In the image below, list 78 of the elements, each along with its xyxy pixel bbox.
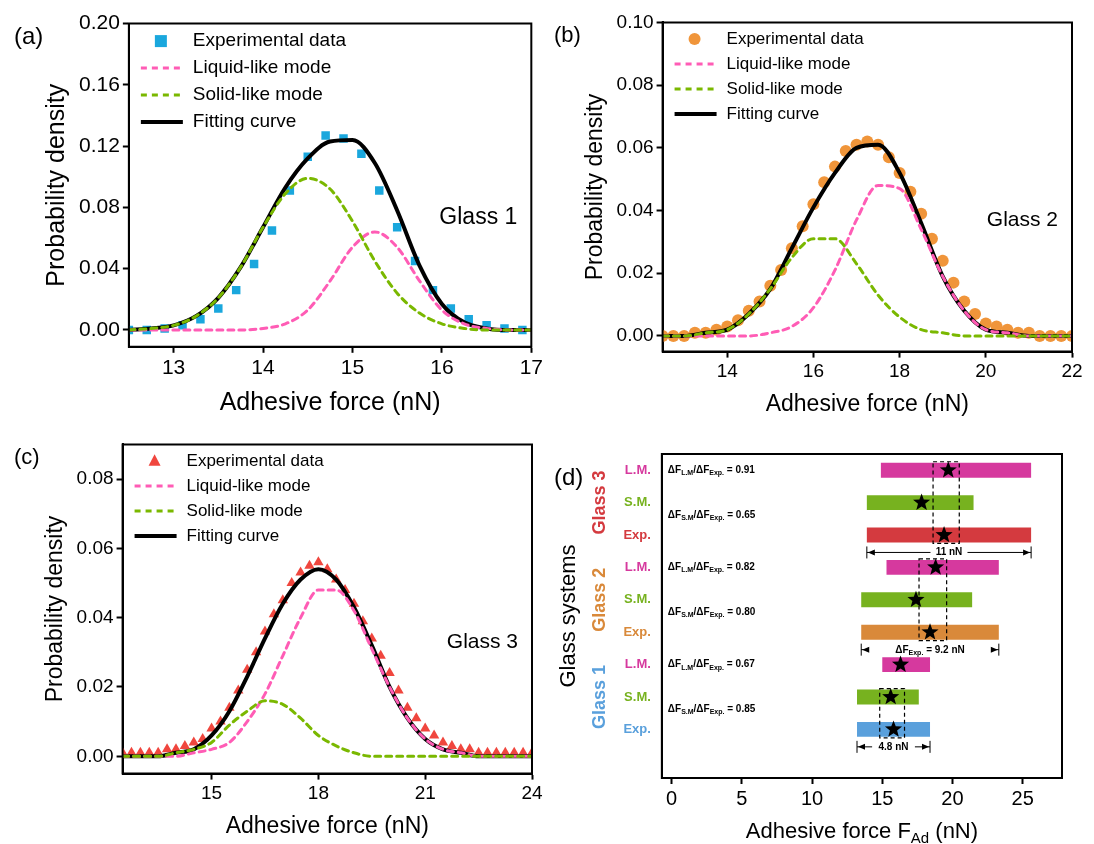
y-tick-label: L.M. [624,558,651,574]
legend-label: Fitting curve [726,103,820,123]
x-tick-label: 0 [666,786,678,809]
y-tick-label: 0.00 [76,744,114,766]
y-axis-title: Probability density [40,83,69,287]
y-tick-label: 0.04 [616,198,655,220]
x-tick-label: 22 [1061,360,1083,382]
y-tick-label: Exp. [623,720,651,736]
legend-label: Liquid-like mode [192,56,332,78]
x-tick-label: 18 [307,782,329,804]
chart-title: (a) [14,22,44,50]
x-tick-label: 24 [521,782,543,804]
chart-title: (c) [14,444,40,470]
x-tick-label: 15 [871,786,894,809]
x-tick-label: 20 [941,786,964,809]
legend-label: Experimental data [726,28,865,48]
x-tick-label: 20 [975,360,997,382]
y-tick-label: S.M. [624,494,651,510]
x-tick-label: 13 [161,355,186,379]
x-tick-label: 5 [736,786,748,809]
y-tick-label: 0.00 [79,316,120,340]
legend-label: Fitting curve [192,110,297,132]
y-axis-title: Probability density [41,515,68,703]
y-tick-label: 0.20 [79,10,120,34]
y-tick-label: 0.04 [79,255,121,279]
legend-label: Solid-like mode [726,78,843,98]
y-tick-label: Exp. [623,623,651,639]
y-tick-label: 0.08 [76,467,114,489]
x-tick-label: 21 [414,782,436,804]
y-tick-label: 0.02 [616,261,654,283]
x-tick-label: 16 [430,355,454,379]
annotation: ΔF$_{Exp.}$ = 9.2 nN [895,643,965,657]
chart-title: (b) [554,22,581,48]
x-tick-label: 17 [519,355,543,379]
x-axis-title: Adhesive force (nN) [225,811,429,838]
legend-label: Experimental data [186,450,325,470]
x-tick-label: 14 [716,360,739,382]
y-axis-title: Probability density [581,93,608,281]
y-tick-label: L.M. [624,461,651,477]
x-axis-title: Adhesive force (nN) [219,386,441,415]
x-axis-title: Adhesive force (nN) [765,389,969,416]
y-tick-label: 0.02 [76,675,114,697]
y-axis-title: Glass systems [555,544,581,688]
legend-label: Fitting curve [186,525,280,545]
x-tick-label: 25 [1011,786,1034,809]
y-tick-label: 0.00 [616,324,654,346]
legend-label: Solid-like mode [186,500,303,520]
text: Glass 1 [588,664,609,730]
annotation: Glass 2 [986,206,1059,230]
y-tick-label: S.M. [624,591,651,607]
y-tick-label: L.M. [624,656,651,672]
y-tick-label: 0.12 [79,132,120,156]
y-tick-label: Exp. [623,526,651,542]
annotation: 11 nN [935,546,963,558]
y-tick-label: 0.06 [76,536,114,558]
y-tick-label: 0.16 [79,71,120,95]
y-tick-label: 0.08 [79,194,120,218]
text: Glass 2 [588,567,609,632]
y-tick-label: 0.06 [616,136,654,158]
legend-label: Solid-like mode [192,83,323,105]
x-tick-label: 16 [802,360,824,382]
x-tick-label: 10 [800,786,824,809]
annotation: 4.8 nN [878,740,909,752]
legend-label: Liquid-like mode [726,53,851,73]
x-tick-label: 14 [251,355,276,379]
y-tick-label: 0.08 [616,73,654,95]
chart-title: (d) [554,462,584,490]
y-tick-label: 0.10 [616,10,654,32]
y-tick-label: S.M. [624,688,651,704]
x-tick-label: 18 [889,360,911,382]
x-tick-label: 15 [201,782,223,804]
annotation: Glass 1 [439,202,518,229]
text: Glass 3 [588,470,609,535]
annotation: Glass 3 [446,628,519,652]
x-tick-label: 15 [340,355,365,379]
legend-label: Experimental data [192,29,347,51]
legend-label: Liquid-like mode [186,475,311,495]
y-tick-label: 0.04 [76,605,115,627]
